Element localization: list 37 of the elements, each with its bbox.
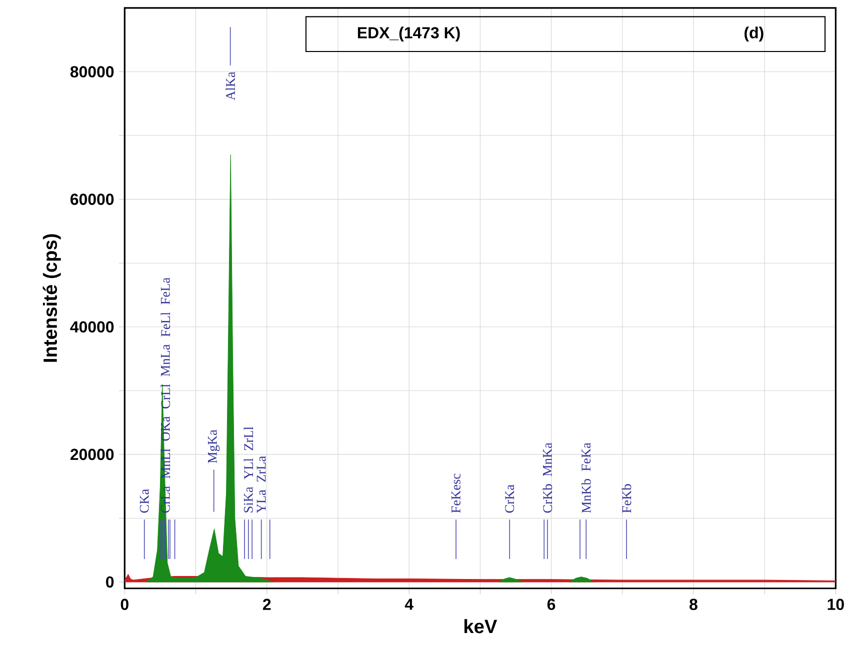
y-tick-label: 20000 [70,448,114,460]
annotation: CrLa [160,486,170,513]
annotation: CrKb [542,484,552,513]
y-tick-label: 80000 [70,66,114,78]
annotation: ZrLa [256,456,266,482]
x-tick-label: 6 [547,598,556,610]
annotation: OKa [160,416,170,441]
annotation: MgKa [208,430,220,464]
annotation: FeKb [622,484,632,513]
annotation: FeKa [582,442,591,471]
annotation: SiKa [244,486,253,512]
y-axis-title: Intensité (cps) [42,234,61,362]
x-tick-label: 10 [828,598,844,610]
text: (d) [744,26,764,42]
y-tick-label: 0 [106,576,114,588]
annotation: MnLa [160,344,170,376]
annotation: CrLl [160,384,170,408]
annotation: MnKa [543,442,552,476]
annotation: AlKa [226,72,235,100]
annotation: MnLl [160,448,170,478]
y-tick-label: 40000 [70,321,114,332]
annotation: YLa [256,490,266,514]
x-tick-label: 2 [262,598,271,610]
x-tick-label: 8 [690,598,698,610]
annotation: YLl [244,458,253,480]
annotation: CKa [140,488,149,513]
y-tick-label: 60000 [70,194,114,205]
annotation: FeKesc [452,474,460,513]
annotation: CrKa [505,484,514,513]
x-tick-label: 4 [404,598,414,610]
x-tick-label: 0 [120,598,128,610]
x-axis-title: keV [464,619,498,634]
annotation: FeLl [160,312,170,337]
annotation: FeLa [160,278,170,304]
annotation: ZrLl [244,426,253,450]
text: EDX_(1473 K) [358,26,460,42]
annotation: MnKb [581,478,591,513]
